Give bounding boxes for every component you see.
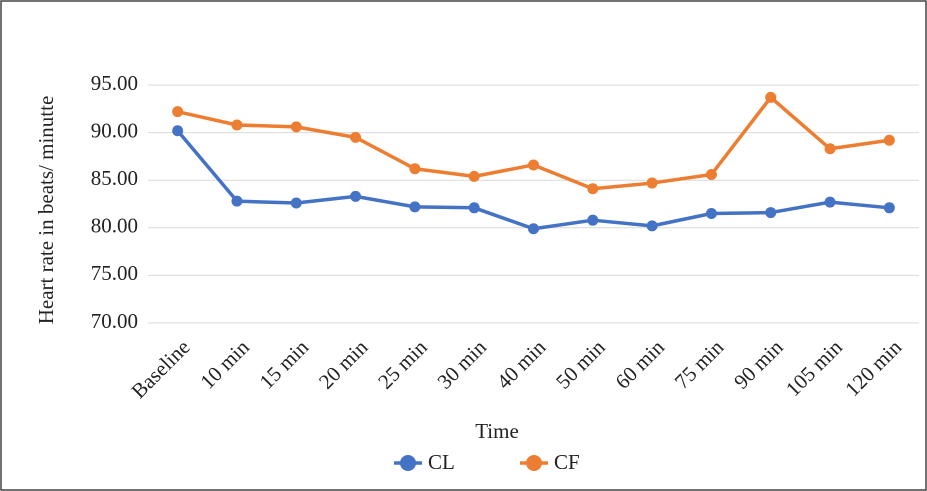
y-tick-label: 95.00 — [91, 71, 138, 95]
data-point — [824, 196, 836, 208]
y-tick-label: 85.00 — [91, 166, 138, 190]
data-point — [528, 223, 539, 235]
data-point — [350, 131, 362, 143]
data-point — [705, 168, 717, 180]
data-point — [350, 190, 362, 202]
data-point — [824, 143, 836, 155]
x-axis-label: Time — [475, 419, 519, 443]
legend-marker — [526, 455, 542, 471]
data-point — [883, 134, 895, 146]
data-point — [290, 121, 302, 133]
data-point — [528, 159, 539, 171]
y-tick-label: 90.00 — [91, 118, 138, 142]
data-point — [646, 177, 658, 189]
data-point — [468, 202, 480, 214]
y-axis-label: Heart rate in beats/ minutte — [34, 96, 58, 325]
legend-marker — [400, 455, 416, 471]
data-point — [290, 197, 302, 209]
data-point — [468, 170, 480, 182]
data-point — [765, 91, 777, 103]
data-point — [587, 214, 599, 226]
data-point — [765, 207, 777, 219]
data-point — [231, 195, 243, 207]
legend-label: CL — [428, 450, 455, 474]
y-tick-label: 70.00 — [91, 309, 138, 333]
legend-label: CF — [554, 450, 580, 474]
y-tick-label: 80.00 — [91, 214, 138, 238]
data-point — [172, 125, 184, 137]
data-point — [883, 202, 895, 214]
data-point — [587, 183, 599, 195]
data-point — [409, 163, 421, 175]
y-tick-label: 75.00 — [91, 261, 138, 285]
data-point — [172, 106, 184, 118]
data-point — [409, 201, 421, 213]
data-point — [231, 119, 243, 131]
data-point — [705, 208, 717, 220]
data-point — [646, 220, 658, 232]
